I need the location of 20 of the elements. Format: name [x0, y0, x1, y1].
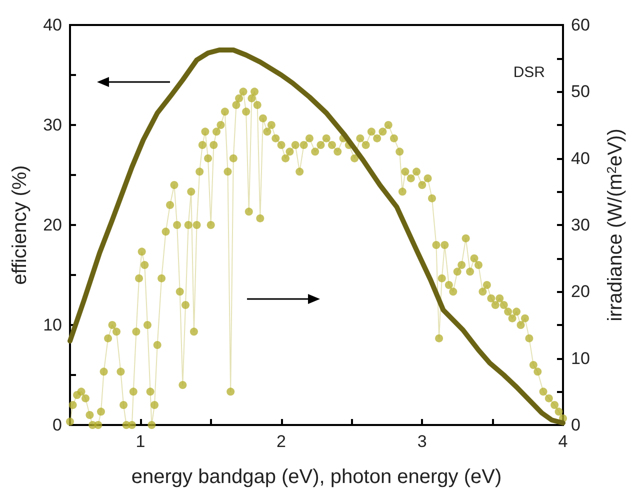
y2-tick-label: 40 — [571, 148, 590, 168]
y2-tick-label: 30 — [571, 216, 590, 234]
y2-tick-label: 10 — [571, 348, 590, 368]
x-axis-title: energy bandgap (eV), photon energy (eV) — [131, 466, 502, 488]
y2-tick-label: 60 — [571, 16, 590, 34]
y-tick-label: 30 — [43, 116, 62, 134]
y-tick-label: 20 — [43, 216, 62, 234]
y-tick-label: 40 — [43, 16, 62, 34]
y-tick-label: 10 — [43, 316, 62, 334]
annotation: DSR — [513, 64, 546, 81]
y2-axis-title: irradiance (W/(m2eV)) — [604, 128, 626, 322]
y2-tick-label: 20 — [571, 282, 590, 302]
y-axis-title: efficiency (%) — [9, 165, 31, 285]
y2-tick-label: 0 — [571, 416, 580, 434]
y2-tick-label: 50 — [571, 82, 590, 102]
y-tick-label: 0 — [52, 416, 62, 434]
x-tick-label: 4 — [558, 432, 568, 451]
x-tick-label: 2 — [276, 432, 286, 451]
x-tick-label: 1 — [136, 432, 146, 451]
x-tick-label: 3 — [417, 432, 427, 451]
